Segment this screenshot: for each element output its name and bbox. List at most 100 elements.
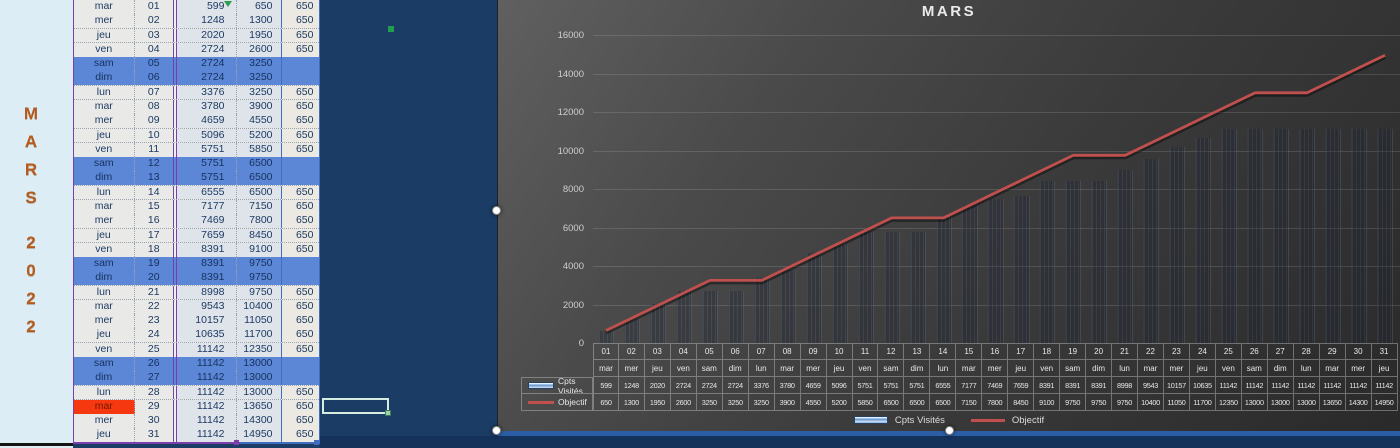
visites-cell[interactable]: 11142	[177, 342, 237, 357]
extra-cell[interactable]	[280, 271, 319, 286]
cpts-visites-bar[interactable]	[1350, 128, 1368, 343]
day-name-cell[interactable]: ven	[74, 242, 135, 257]
fill-handle[interactable]	[385, 410, 391, 416]
table-row[interactable]: ven 25 11142 12350 650	[74, 342, 319, 358]
cpts-visites-bar[interactable]	[675, 290, 692, 343]
day-name-cell[interactable]: jeu	[74, 128, 135, 143]
visites-cell[interactable]: 5751	[177, 157, 237, 171]
visites-cell[interactable]: 11142	[177, 428, 237, 443]
cpts-visites-bar[interactable]	[1065, 181, 1082, 343]
cpts-visites-bar[interactable]	[753, 278, 770, 343]
day-name-cell[interactable]: lun	[74, 85, 135, 100]
objectif-cell[interactable]: 13000	[236, 385, 281, 400]
cpts-visites-bar[interactable]	[701, 290, 718, 343]
day-number-cell[interactable]: 07	[134, 85, 173, 100]
cpts-visites-bar[interactable]	[1013, 195, 1030, 343]
extra-cell[interactable]: 650	[280, 185, 319, 200]
day-name-cell[interactable]: mer	[74, 14, 135, 29]
day-name-cell[interactable]: ven	[74, 342, 135, 357]
objectif-cell[interactable]: 1950	[236, 28, 281, 43]
table-row[interactable]: sam 19 8391 9750	[74, 257, 319, 272]
table-row[interactable]: dim 06 2724 3250	[74, 71, 319, 86]
cpts-visites-bar[interactable]	[857, 232, 874, 343]
visites-cell[interactable]: 3780	[177, 99, 237, 114]
table-row[interactable]: mar 15 7177 7150 650	[74, 199, 319, 215]
table-row[interactable]: mar 08 3780 3900 650	[74, 99, 319, 115]
extra-cell[interactable]: 650	[280, 142, 319, 157]
visites-cell[interactable]: 10635	[177, 328, 237, 343]
cpts-visites-bar[interactable]	[1221, 128, 1238, 343]
visites-cell[interactable]: 5751	[177, 142, 237, 157]
objectif-cell[interactable]: 5200	[236, 128, 281, 143]
visites-cell[interactable]: 4659	[177, 114, 237, 129]
table-row[interactable]: jeu 03 2020 1950 650	[74, 28, 319, 43]
visites-cell[interactable]: 2020	[177, 28, 237, 43]
cpts-visites-bar[interactable]	[727, 290, 744, 343]
day-name-cell[interactable]: mar	[74, 399, 135, 414]
day-name-cell[interactable]: jeu	[74, 228, 135, 243]
day-number-cell[interactable]: 04	[134, 42, 173, 57]
objectif-cell[interactable]: 5850	[236, 142, 281, 157]
visites-cell[interactable]: 11142	[177, 399, 237, 414]
objectif-cell[interactable]: 12350	[236, 342, 281, 357]
day-number-cell[interactable]: 08	[134, 99, 173, 114]
day-name-cell[interactable]: dim	[74, 71, 135, 86]
extra-cell[interactable]: 650	[280, 414, 319, 428]
day-name-cell[interactable]: mar	[74, 99, 135, 114]
objectif-cell[interactable]: 6500	[236, 185, 281, 200]
visites-cell[interactable]: 5096	[177, 128, 237, 143]
objectif-cell[interactable]: 14300	[236, 414, 281, 428]
day-name-cell[interactable]: mar	[74, 199, 135, 214]
cpts-visites-bar[interactable]	[805, 253, 822, 343]
cpts-visites-bar[interactable]	[883, 232, 900, 343]
objectif-cell[interactable]: 6500	[236, 171, 281, 186]
day-number-cell[interactable]: 19	[134, 257, 173, 271]
day-number-cell[interactable]: 27	[134, 371, 173, 386]
objectif-cell[interactable]: 8450	[236, 228, 281, 243]
table-row[interactable]: mer 09 4659 4550 650	[74, 114, 319, 129]
day-number-cell[interactable]: 30	[134, 414, 173, 428]
mars-chart[interactable]: MARS 0 2000 4000 6000 8000 10000 12000 14000 160…	[497, 0, 1400, 431]
extra-cell[interactable]: 650	[280, 99, 319, 114]
objectif-cell[interactable]: 9750	[236, 257, 281, 271]
day-name-cell[interactable]: sam	[74, 57, 135, 71]
visites-cell[interactable]: 599	[177, 0, 237, 14]
extra-cell[interactable]: 650	[280, 328, 319, 343]
extra-cell[interactable]: 650	[280, 228, 319, 243]
category-range-handle[interactable]	[234, 440, 239, 445]
cpts-visites-bar[interactable]	[987, 199, 1004, 343]
objectif-cell[interactable]: 7150	[236, 199, 281, 214]
visites-cell[interactable]: 7177	[177, 199, 237, 214]
table-row[interactable]: mer 23 10157 11050 650	[74, 314, 319, 329]
cpts-visites-bar[interactable]	[909, 232, 926, 343]
day-number-cell[interactable]: 11	[134, 142, 173, 157]
visites-cell[interactable]: 6555	[177, 185, 237, 200]
chart-handle-bottom-center[interactable]	[945, 426, 954, 435]
objectif-cell[interactable]: 7800	[236, 214, 281, 229]
day-name-cell[interactable]: mar	[74, 299, 135, 314]
objectif-cell[interactable]: 13650	[236, 399, 281, 414]
visites-cell[interactable]: 11142	[177, 385, 237, 400]
cpts-visites-bar[interactable]	[1195, 138, 1212, 343]
day-number-cell[interactable]: 12	[134, 157, 173, 171]
day-name-cell[interactable]: ven	[74, 42, 135, 57]
objectif-cell[interactable]: 13000	[236, 357, 281, 371]
day-name-cell[interactable]: mer	[74, 214, 135, 229]
table-row[interactable]: jeu 10 5096 5200 650	[74, 128, 319, 143]
day-number-cell[interactable]: 10	[134, 128, 173, 143]
visites-cell[interactable]: 2724	[177, 42, 237, 57]
extra-cell[interactable]: 650	[280, 299, 319, 314]
visites-cell[interactable]: 7659	[177, 228, 237, 243]
visites-cell[interactable]: 5751	[177, 171, 237, 186]
cpts-visites-bar[interactable]	[597, 331, 615, 343]
cpts-visites-bar[interactable]	[935, 216, 952, 343]
visites-cell[interactable]: 11142	[177, 414, 237, 428]
extra-cell[interactable]: 650	[280, 385, 319, 400]
cpts-visites-bar[interactable]	[1299, 128, 1316, 343]
table-row[interactable]: dim 20 8391 9750	[74, 271, 319, 286]
visites-cell[interactable]: 2724	[177, 57, 237, 71]
objectif-cell[interactable]: 11050	[236, 314, 281, 328]
table-row[interactable]: ven 11 5751 5850 650	[74, 142, 319, 158]
objectif-cell[interactable]: 14950	[236, 428, 281, 443]
visites-cell[interactable]: 3376	[177, 85, 237, 100]
